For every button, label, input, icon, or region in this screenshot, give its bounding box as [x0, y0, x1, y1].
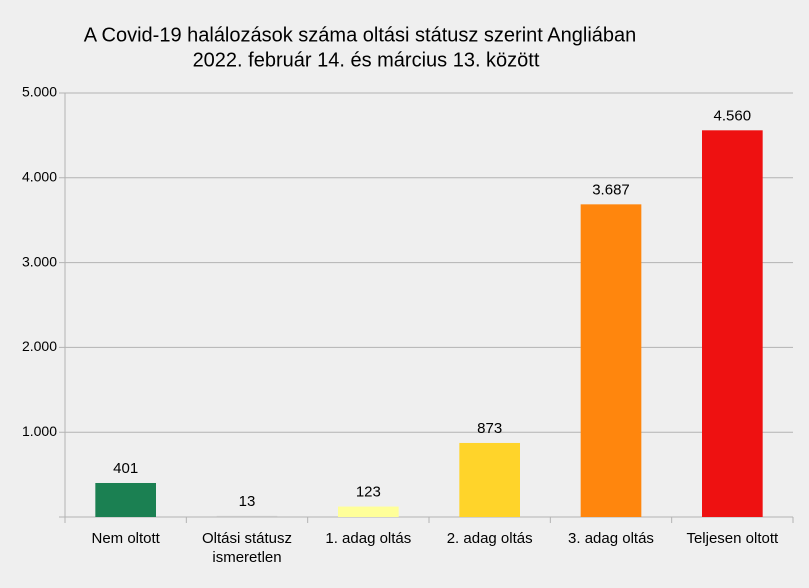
data-label: 401 [113, 460, 138, 477]
bar [338, 506, 399, 517]
bar [95, 482, 156, 517]
data-label: 123 [356, 484, 381, 501]
y-tick-label: 5.000 [22, 84, 57, 100]
bar [216, 515, 278, 517]
data-label: 873 [477, 420, 502, 437]
x-tick-label: Nem oltott [91, 530, 160, 547]
y-tick-label: 2.000 [22, 338, 57, 354]
x-tick-label: Oltási státusz ismeretlen [201, 530, 292, 566]
chart-title: A Covid-19 halálozások száma oltási stát… [84, 24, 637, 46]
data-label: 3.687 [592, 181, 630, 198]
y-tick-label: 3.000 [22, 253, 57, 269]
x-tick-label: 3. adag oltás [568, 530, 654, 547]
bar [702, 130, 763, 517]
bar [580, 204, 642, 517]
x-tick-label: Teljesen oltott [686, 530, 779, 547]
y-tick-label: 4.000 [22, 169, 57, 185]
bar [459, 442, 520, 517]
x-tick-label: 1. adag oltás [325, 530, 412, 547]
chart-subtitle: 2022. február 14. és március 13. között [193, 49, 540, 71]
data-label: 13 [239, 493, 256, 510]
data-label: 4.560 [714, 107, 752, 124]
y-tick-label: 1.000 [22, 423, 57, 439]
x-tick-label: 2. adag oltás [446, 530, 533, 547]
